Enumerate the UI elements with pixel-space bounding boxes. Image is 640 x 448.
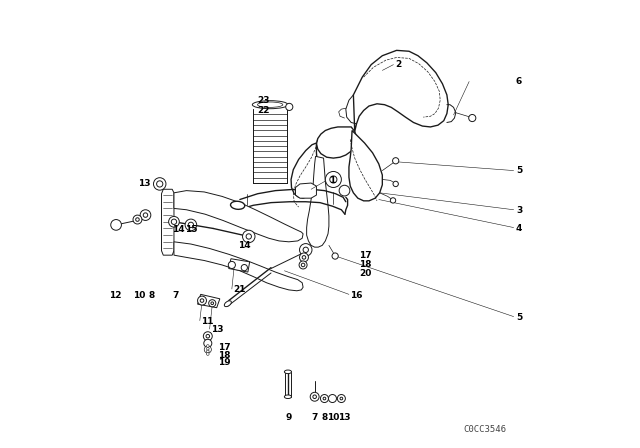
Circle shape [390,198,396,203]
Circle shape [325,172,341,188]
Ellipse shape [230,201,244,209]
Circle shape [241,264,248,271]
Text: 5: 5 [516,313,522,322]
Circle shape [188,222,193,228]
Text: C0CC3546: C0CC3546 [463,425,506,434]
Circle shape [168,216,179,227]
Circle shape [204,339,212,347]
Ellipse shape [224,301,232,306]
Circle shape [228,261,236,268]
Circle shape [323,397,326,400]
Circle shape [204,346,211,353]
Text: 13: 13 [211,325,223,335]
Circle shape [211,302,214,305]
Text: 13: 13 [138,179,150,188]
Circle shape [154,178,166,190]
Text: 21: 21 [233,285,246,294]
Circle shape [200,299,204,302]
Circle shape [246,234,252,239]
Polygon shape [353,50,448,131]
Text: 18: 18 [359,259,372,268]
Polygon shape [291,143,317,198]
Polygon shape [198,294,220,308]
Text: 9: 9 [285,413,292,422]
Circle shape [337,395,346,403]
Circle shape [157,181,163,187]
Text: 20: 20 [359,269,372,278]
Ellipse shape [257,102,283,108]
Circle shape [143,213,148,217]
Circle shape [207,353,209,355]
Circle shape [303,247,308,253]
Polygon shape [349,130,382,201]
Circle shape [185,219,196,231]
Circle shape [340,397,342,400]
Text: 14: 14 [238,241,251,250]
Circle shape [285,103,293,111]
Circle shape [136,218,140,221]
Circle shape [300,244,312,256]
Text: 22: 22 [258,106,270,115]
Circle shape [300,253,308,262]
Circle shape [207,347,209,350]
Circle shape [310,392,319,401]
Text: 17: 17 [218,343,231,352]
Circle shape [111,220,122,230]
Circle shape [172,219,177,224]
Circle shape [328,395,337,403]
Polygon shape [174,190,303,242]
Circle shape [339,185,350,196]
Text: 7: 7 [172,291,179,300]
Text: 8: 8 [321,413,328,422]
Circle shape [302,256,306,259]
Polygon shape [307,156,329,247]
Text: 1: 1 [329,176,335,185]
Circle shape [206,334,209,338]
Polygon shape [174,242,303,291]
Text: 13: 13 [338,413,351,422]
Circle shape [301,263,305,267]
Circle shape [207,345,209,347]
Polygon shape [316,127,356,158]
Text: 2: 2 [395,60,401,69]
Text: 5: 5 [516,166,522,175]
Circle shape [392,158,399,164]
Text: 16: 16 [350,291,363,300]
Circle shape [207,350,209,353]
Circle shape [330,176,337,183]
Circle shape [393,181,398,187]
Text: 6: 6 [516,77,522,86]
Polygon shape [228,259,250,272]
Text: 3: 3 [516,206,522,215]
Ellipse shape [252,101,288,109]
Circle shape [468,115,476,121]
Ellipse shape [284,370,291,374]
Circle shape [299,261,307,269]
Text: 4: 4 [516,224,522,233]
Text: 18: 18 [218,351,231,360]
Ellipse shape [284,395,291,399]
Polygon shape [296,183,316,198]
Circle shape [198,296,207,305]
Circle shape [313,395,316,399]
Text: 8: 8 [148,291,155,300]
Circle shape [321,395,328,403]
Text: 10: 10 [327,413,340,422]
Text: 17: 17 [359,251,372,260]
Polygon shape [161,189,174,255]
Text: 10: 10 [134,291,146,300]
Text: 23: 23 [258,96,270,105]
Circle shape [332,253,339,259]
Text: 12: 12 [109,291,122,300]
Text: 19: 19 [218,358,231,367]
Circle shape [243,230,255,243]
Text: 7: 7 [312,413,318,422]
Circle shape [140,210,151,220]
Text: 11: 11 [201,317,213,326]
Circle shape [133,215,142,224]
Circle shape [209,300,216,307]
Text: 15: 15 [186,225,198,234]
Text: 14: 14 [172,225,185,234]
Circle shape [204,332,212,340]
